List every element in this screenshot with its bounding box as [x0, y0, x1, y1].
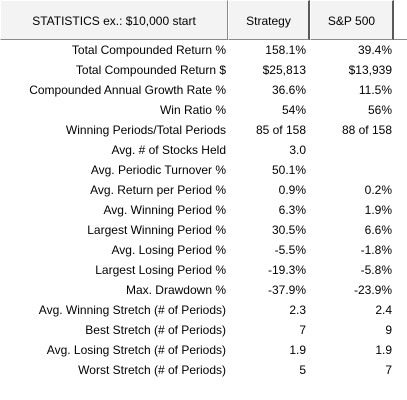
column-header-strategy[interactable]: Strategy [228, 0, 310, 40]
row-label: Avg. Winning Stretch (# of Periods) [38, 303, 226, 317]
table-row[interactable]: Total Compounded Return % 158.1% 39.4% [0, 40, 407, 60]
row-label: Best Stretch (# of Periods) [85, 323, 226, 337]
sp500-value: 11.5% [358, 83, 392, 97]
strategy-value: 36.6% [271, 83, 306, 97]
row-label: Avg. Losing Period % [111, 243, 226, 257]
sp500-value: 56% [367, 103, 392, 117]
sp500-value: 2.4 [375, 303, 392, 317]
row-label: Compounded Annual Growth Rate % [29, 83, 226, 97]
table-row[interactable]: Largest Losing Period % -19.3% -5.8% [0, 260, 407, 280]
table-row[interactable]: Avg. Losing Period % -5.5% -1.8% [0, 240, 407, 260]
column-header-sp500[interactable]: S&P 500 [310, 0, 394, 40]
column-header-statistics[interactable]: STATISTICS ex.: $10,000 start [0, 0, 228, 40]
strategy-value: -37.9% [267, 283, 306, 297]
strategy-value: 7 [299, 323, 306, 337]
sp500-value: 1.9 [375, 343, 392, 357]
table-row[interactable]: Max. Drawdown % -37.9% -23.9% [0, 280, 407, 300]
sp500-value: -5.8% [360, 263, 392, 277]
table-row[interactable]: Avg. Winning Stretch (# of Periods) 2.3 2.… [0, 300, 407, 320]
table-row[interactable]: Avg. Winning Period % 6.3% 1.9% [0, 200, 407, 220]
row-label: Avg. Periodic Turnover % [90, 163, 226, 177]
table-row[interactable]: Avg. Losing Stretch (# of Periods) 1.9 1.9 [0, 340, 407, 360]
table-row[interactable]: Best Stretch (# of Periods) 7 9 [0, 320, 407, 340]
row-label: Win Ratio % [159, 103, 226, 117]
sp500-value: 9 [385, 323, 392, 337]
row-label: Largest Winning Period % [87, 223, 226, 237]
row-label: Total Compounded Return $ [75, 63, 226, 77]
strategy-value: 1.9 [289, 343, 306, 357]
row-label: Largest Losing Period % [95, 263, 226, 277]
strategy-value: 158.1% [265, 43, 306, 57]
row-label: Avg. Return per Period % [90, 183, 226, 197]
strategy-value: 2.3 [289, 303, 306, 317]
header-filler [394, 0, 407, 40]
table-row[interactable]: Avg. Return per Period % 0.9% 0.2% [0, 180, 407, 200]
row-label: Avg. Losing Stretch (# of Periods) [46, 343, 226, 357]
strategy-value: 85 of 158 [255, 123, 306, 137]
sp500-value: $13,939 [348, 63, 392, 77]
sp500-value: -23.9% [353, 283, 392, 297]
sp500-value: 7 [385, 363, 392, 377]
table-row[interactable]: Compounded Annual Growth Rate % 36.6% 11.5… [0, 80, 407, 100]
table-row[interactable]: Worst Stretch (# of Periods) 5 7 [0, 360, 407, 380]
row-label: Total Compounded Return % [71, 43, 226, 57]
table-row[interactable]: Total Compounded Return $ $25,813 $13,939 [0, 60, 407, 80]
strategy-value: $25,813 [262, 63, 306, 77]
strategy-value: -5.5% [274, 243, 306, 257]
statistics-table-body: Total Compounded Return % 158.1% 39.4% Tota… [0, 40, 407, 380]
sp500-value: -1.8% [360, 243, 392, 257]
table-header: STATISTICS ex.: $10,000 start Strategy S… [0, 0, 407, 40]
strategy-value: 5 [299, 363, 306, 377]
strategy-value: 3.0 [289, 143, 306, 157]
sp500-value: 1.9% [364, 203, 392, 217]
row-label: Avg. Winning Period % [103, 203, 226, 217]
sp500-value: 0.2% [364, 183, 392, 197]
strategy-value: 54% [281, 103, 306, 117]
strategy-value: 6.3% [278, 203, 306, 217]
row-label: Worst Stretch (# of Periods) [78, 363, 226, 377]
sp500-value: 6.6% [364, 223, 392, 237]
sp500-value: 88 of 158 [341, 123, 392, 137]
strategy-value: 0.9% [278, 183, 306, 197]
row-label: Winning Periods/Total Periods [65, 123, 226, 137]
strategy-value: 30.5% [271, 223, 306, 237]
table-row[interactable]: Avg. Periodic Turnover % 50.1% [0, 160, 407, 180]
sp500-value: 39.4% [357, 43, 392, 57]
table-row[interactable]: Avg. # of Stocks Held 3.0 [0, 140, 407, 160]
row-label: Avg. # of Stocks Held [111, 143, 226, 157]
table-row[interactable]: Win Ratio % 54% 56% [0, 100, 407, 120]
table-row[interactable]: Winning Periods/Total Periods 85 of 158 88… [0, 120, 407, 140]
row-label: Max. Drawdown % [125, 283, 226, 297]
table-row[interactable]: Largest Winning Period % 30.5% 6.6% [0, 220, 407, 240]
strategy-value: -19.3% [267, 263, 306, 277]
strategy-value: 50.1% [271, 163, 306, 177]
